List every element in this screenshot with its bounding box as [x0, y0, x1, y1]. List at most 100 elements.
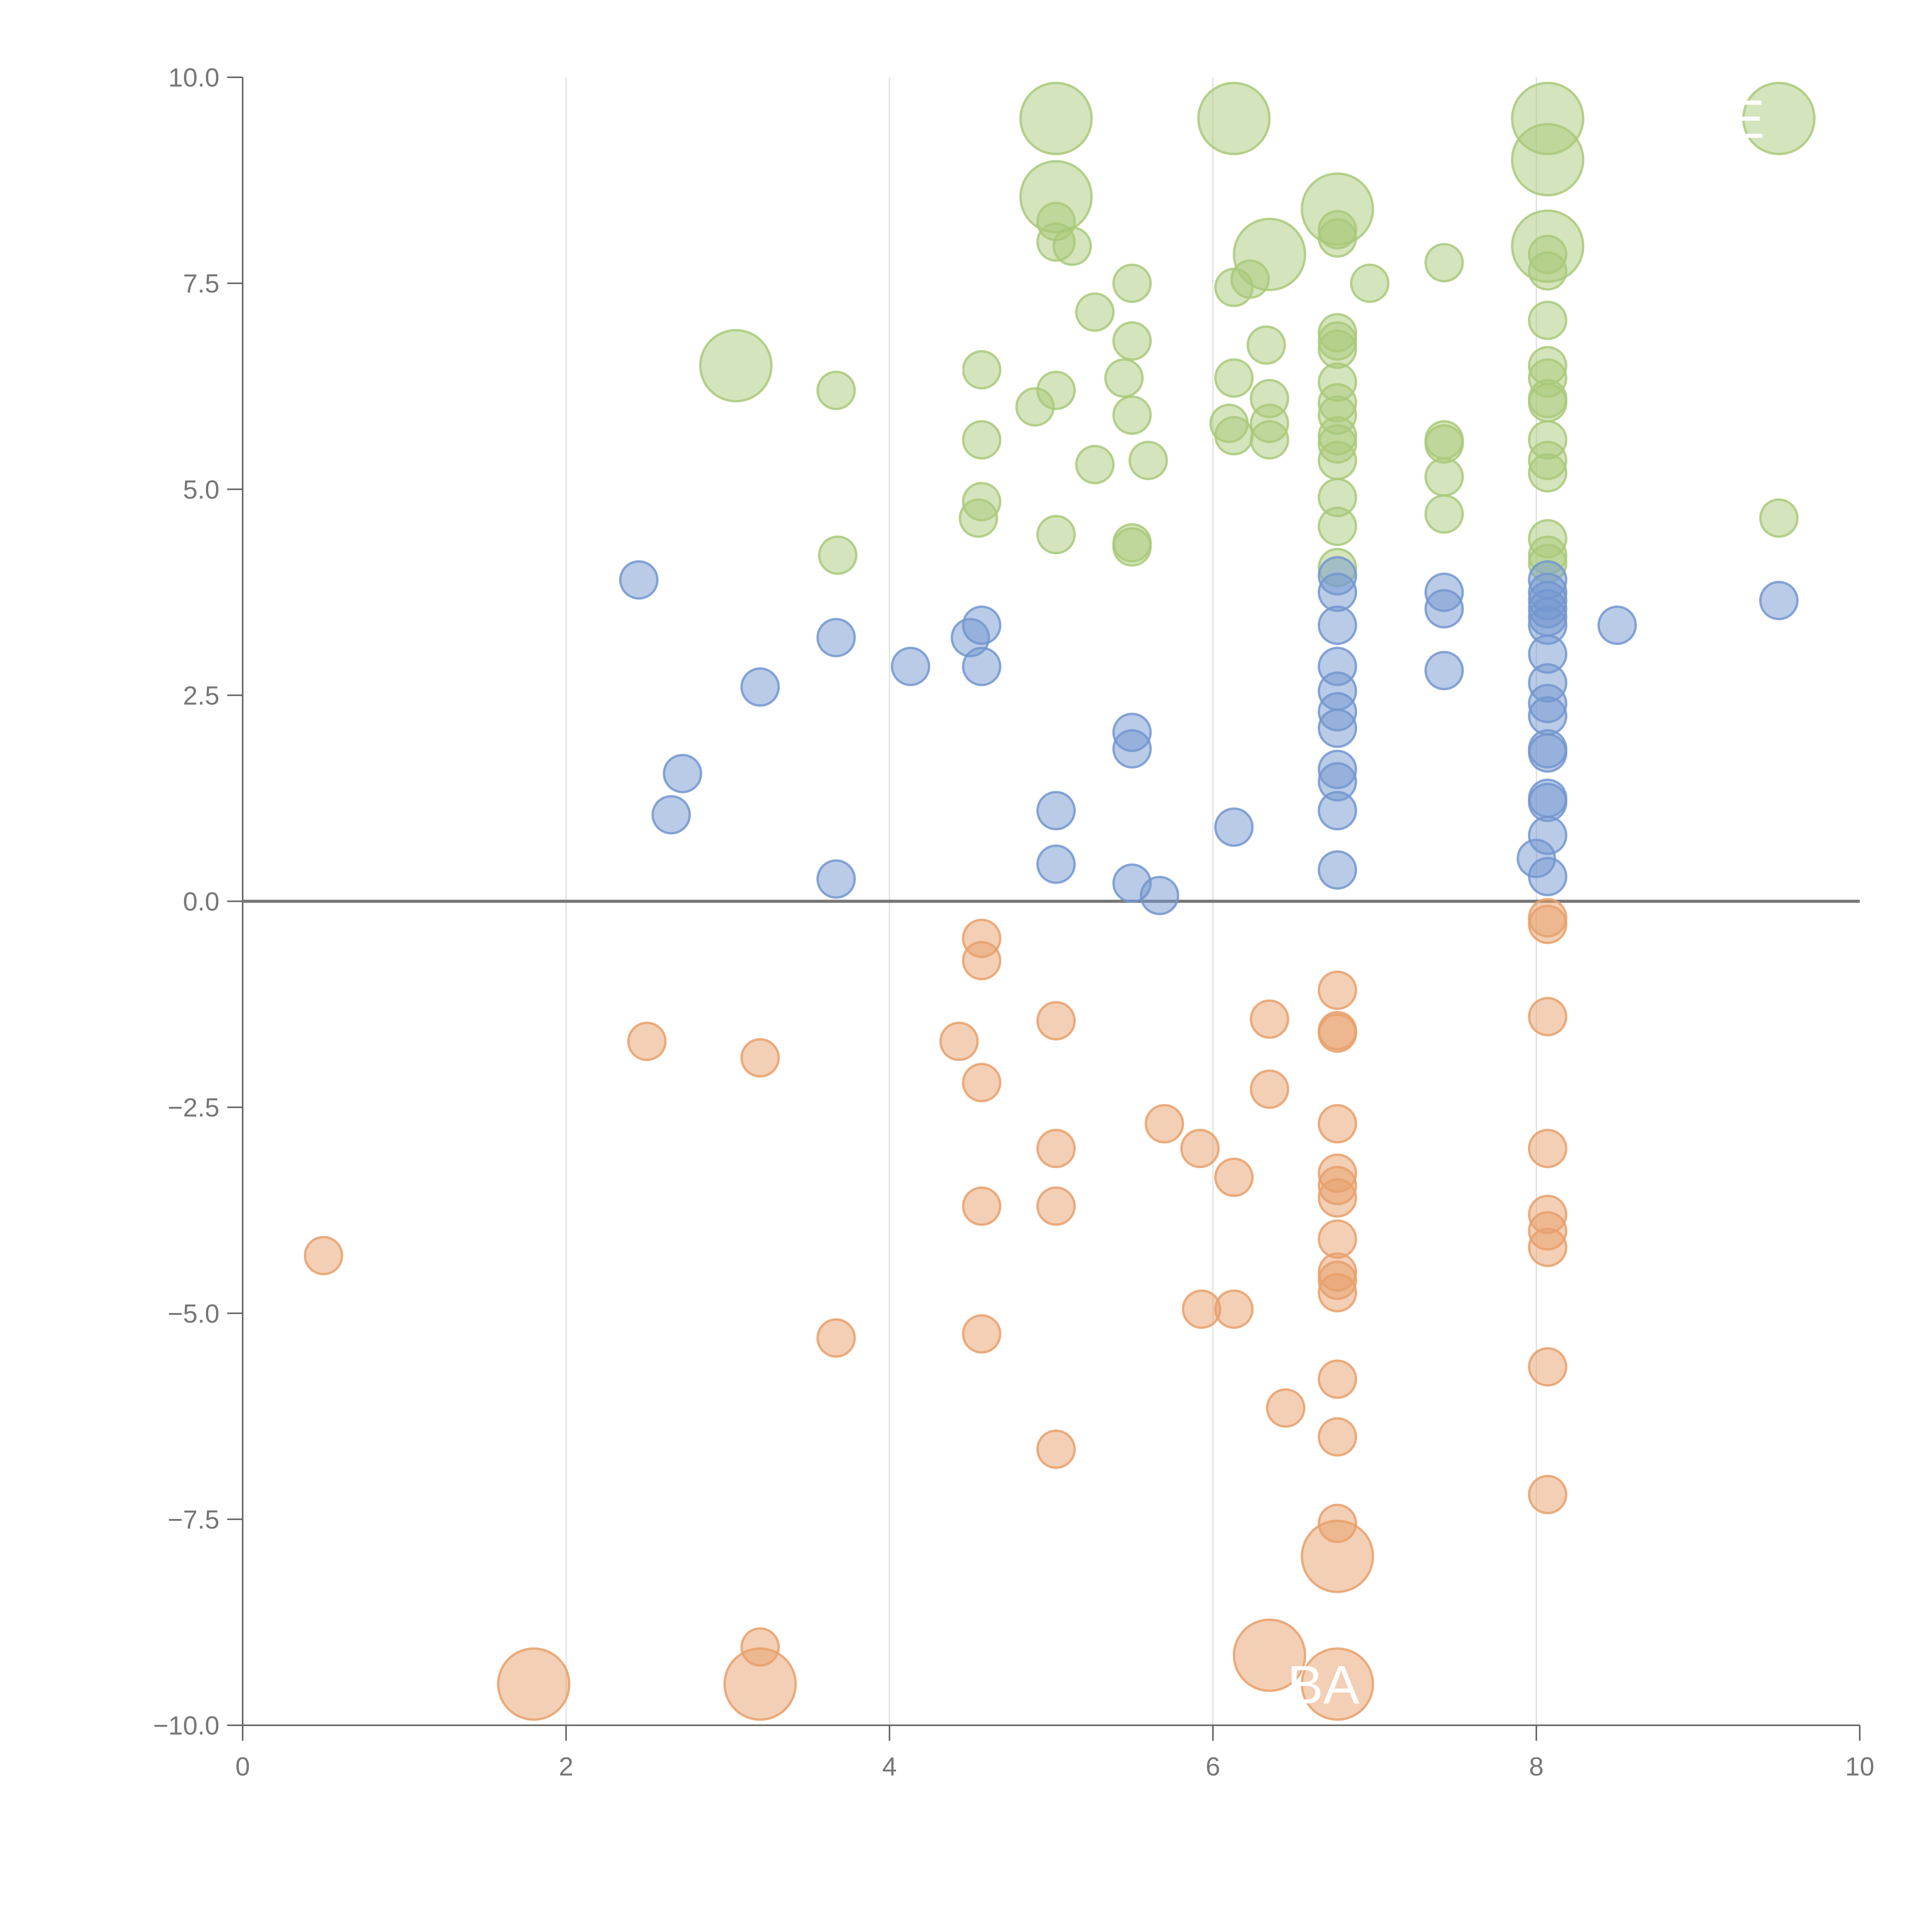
- data-point-orange: [1145, 1104, 1184, 1144]
- data-point-blue: [1759, 581, 1799, 621]
- data-point-green: [1036, 515, 1076, 554]
- data-point-green: [1075, 445, 1115, 485]
- x-tick-label: 8: [1529, 1752, 1544, 1781]
- data-point-orange: [1301, 1647, 1374, 1721]
- data-point-orange: [962, 1063, 1002, 1102]
- data-point-blue: [1112, 729, 1152, 769]
- data-point-orange: [1318, 1417, 1357, 1457]
- data-point-blue: [1318, 850, 1357, 890]
- data-point-orange: [723, 1647, 797, 1721]
- data-point-orange: [1266, 1388, 1306, 1428]
- data-point-orange: [962, 941, 1002, 981]
- data-point-orange: [1036, 1001, 1076, 1041]
- data-point-green: [1424, 243, 1464, 282]
- y-tick-label: 2.5: [183, 681, 219, 710]
- data-point-blue: [1214, 807, 1254, 847]
- data-point-orange: [1528, 1347, 1568, 1387]
- data-point-green: [1247, 325, 1286, 365]
- data-point-orange: [816, 1318, 856, 1358]
- data-point-green: [1214, 416, 1254, 456]
- data-point-orange: [1036, 1186, 1076, 1226]
- data-point-green: [1230, 259, 1270, 299]
- data-point-orange: [1318, 1104, 1357, 1144]
- data-point-orange: [1214, 1289, 1254, 1329]
- y-tick-label: −5.0: [168, 1299, 219, 1328]
- x-tick-label: 6: [1206, 1752, 1220, 1781]
- data-point-blue: [1036, 844, 1076, 884]
- data-point-blue: [1528, 733, 1568, 773]
- data-point-blue: [1528, 782, 1568, 822]
- data-point-blue: [1139, 876, 1179, 915]
- data-point-green: [1528, 301, 1568, 340]
- data-point-orange: [304, 1236, 344, 1276]
- data-point-green: [1112, 264, 1152, 303]
- bubble-label: E: [932, 340, 968, 401]
- data-point-green: [1424, 424, 1464, 464]
- series-orange: [304, 898, 1568, 1721]
- y-tick-label: −10.0: [153, 1711, 219, 1740]
- data-point-blue: [1528, 696, 1568, 736]
- axis-layer: 10.0 7.5 5.0 2.5 0.0 −2.5 −5.0 −7.5 −10.0 0 2 4 6 8 10: [153, 63, 1874, 1781]
- data-point-orange: [1233, 1618, 1306, 1692]
- data-point-blue: [1318, 708, 1357, 748]
- data-point-blue: [1318, 791, 1357, 830]
- data-point-orange: [1528, 1228, 1568, 1267]
- data-point-green: [1318, 218, 1357, 258]
- data-point-orange: [627, 1022, 667, 1061]
- data-point-orange: [497, 1647, 571, 1721]
- data-point-green: [1214, 358, 1254, 398]
- data-point-blue: [1036, 791, 1076, 830]
- data-point-blue: [1318, 605, 1357, 645]
- data-point-orange: [1036, 1429, 1076, 1469]
- data-point-orange: [740, 1038, 780, 1078]
- data-point-green: [962, 350, 1002, 390]
- data-point-orange: [1318, 1013, 1357, 1053]
- data-point-green: [1318, 329, 1357, 369]
- data-point-green: [1075, 292, 1115, 332]
- data-point-orange: [962, 1186, 1002, 1226]
- data-point-orange: [1318, 1178, 1357, 1218]
- data-point-green: [1250, 403, 1289, 443]
- data-point-blue: [619, 560, 659, 600]
- point-layer: [304, 82, 1816, 1721]
- data-point-blue: [816, 618, 856, 658]
- data-point-blue: [816, 859, 856, 899]
- data-point-green: [818, 535, 858, 575]
- data-point-orange: [1528, 905, 1568, 944]
- data-point-blue: [663, 753, 702, 793]
- bubble-label: BA: [1287, 1654, 1359, 1715]
- data-point-green: [1528, 251, 1568, 291]
- bubble-label: E: [1729, 89, 1765, 150]
- data-point-green: [1112, 395, 1152, 435]
- data-point-green: [1742, 82, 1816, 155]
- y-tick-label: −7.5: [168, 1505, 219, 1534]
- data-point-blue: [962, 605, 1002, 645]
- data-point-green: [962, 420, 1002, 460]
- data-point-blue: [1597, 605, 1637, 645]
- data-point-green: [1318, 507, 1357, 546]
- data-point-orange: [1036, 1129, 1076, 1168]
- data-point-orange: [1528, 1129, 1568, 1168]
- y-tick-label: 7.5: [183, 269, 219, 298]
- data-point-orange: [1528, 997, 1568, 1037]
- data-point-green: [1350, 264, 1389, 303]
- series-green: [699, 82, 1816, 587]
- data-point-blue: [740, 667, 780, 707]
- data-point-green: [1128, 440, 1168, 480]
- y-tick-label: −2.5: [168, 1093, 219, 1122]
- x-tick-label: 4: [882, 1752, 897, 1781]
- data-point-orange: [1301, 1519, 1374, 1593]
- annotation-layer: BA E E: [932, 89, 1765, 1715]
- data-point-green: [1424, 457, 1464, 497]
- data-point-blue: [1528, 857, 1568, 896]
- data-point-orange: [1250, 1069, 1289, 1109]
- data-point-blue: [651, 795, 691, 835]
- data-point-green: [1112, 527, 1152, 567]
- x-tick-label: 0: [235, 1752, 250, 1781]
- x-tick-label: 2: [559, 1752, 573, 1781]
- data-point-green: [1528, 383, 1568, 423]
- data-point-orange: [1318, 1273, 1357, 1313]
- data-point-green: [1528, 453, 1568, 493]
- data-point-green: [1112, 321, 1152, 361]
